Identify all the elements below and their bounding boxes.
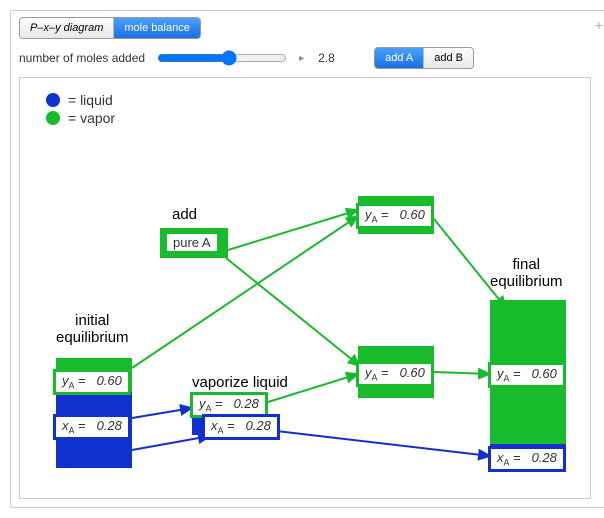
slider-label: number of moles added xyxy=(19,51,145,65)
mid-right-block: yA = 0.60 xyxy=(358,346,434,398)
legend-vapor-label: = vapor xyxy=(68,110,115,126)
vaporize-block: yA = 0.28 xA = 0.28 xyxy=(192,393,268,435)
diagram: = liquid = vapor add initialequilibrium fi… xyxy=(19,77,591,499)
view-tabs: P–x–y diagram mole balance xyxy=(19,17,201,39)
top-right-block: yA = 0.60 xyxy=(358,196,434,234)
legend-liquid-label: = liquid xyxy=(68,92,113,108)
initial-block: yA = 0.60 xA = 0.28 xyxy=(56,358,132,468)
legend-vapor-swatch xyxy=(46,111,60,125)
step-icon[interactable]: ▸ xyxy=(295,53,308,64)
slider-row: number of moles added ▸ 2.8 add A add B xyxy=(19,47,603,69)
tab-pxy-label: P–x–y diagram xyxy=(30,22,103,34)
expand-icon[interactable]: + xyxy=(595,17,603,33)
final-block: yA = 0.60 xA = 0.28 xyxy=(490,300,566,470)
add-block: pure A xyxy=(160,228,228,258)
moles-value: 2.8 xyxy=(314,51,344,65)
tab-pxy-diagram[interactable]: P–x–y diagram xyxy=(20,18,114,38)
legend-liquid-swatch xyxy=(46,93,60,107)
add-a-button[interactable]: add A xyxy=(375,48,424,68)
heading-add: add xyxy=(172,206,197,223)
control-panel: + P–x–y diagram mole balance number of m… xyxy=(10,10,604,508)
add-b-button[interactable]: add B xyxy=(424,48,473,68)
tab-mole-balance[interactable]: mole balance xyxy=(114,18,199,38)
moles-slider[interactable] xyxy=(157,50,287,66)
heading-final: finalequilibrium xyxy=(490,256,563,291)
heading-initial: initialequilibrium xyxy=(56,312,129,347)
heading-vaporize: vaporize liquid xyxy=(192,374,288,391)
add-buttons: add A add B xyxy=(374,47,474,69)
legend: = liquid = vapor xyxy=(46,92,115,128)
tab-row: P–x–y diagram mole balance xyxy=(19,17,603,39)
